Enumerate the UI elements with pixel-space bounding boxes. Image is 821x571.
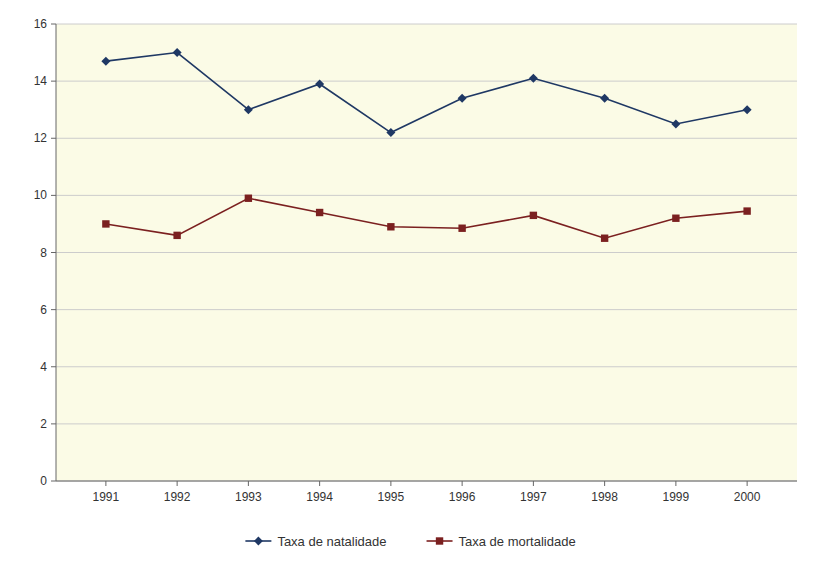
tick-mark: [51, 81, 56, 82]
tick-label: 2000: [734, 490, 761, 504]
y-axis: 0 2 4 6 8 10 12 14 16: [34, 17, 797, 488]
tick-mark: [604, 481, 605, 486]
point: [671, 119, 680, 128]
tick-label: 6: [40, 303, 47, 317]
point: [316, 209, 323, 216]
point: [458, 94, 467, 103]
legend: Taxa de natalidade Taxa de mortalidade: [245, 534, 575, 549]
tick-label: 14: [34, 74, 48, 88]
x-axis: 1991 1992 1993 1994 1995 1996 1997 1998 1999 2000: [93, 481, 761, 504]
tick-mark: [390, 481, 391, 486]
x-axis-line: [56, 481, 797, 482]
grid-line: [56, 81, 797, 82]
tick-label: 1998: [591, 490, 618, 504]
tick-label: 0: [40, 474, 47, 488]
grid-line: [56, 481, 797, 482]
point: [386, 128, 395, 137]
plot-background: [56, 24, 797, 481]
tick-label: 1992: [164, 490, 191, 504]
tick-label: 1995: [378, 490, 405, 504]
tick-label: 8: [40, 246, 47, 260]
chart-container: 0246810121416199119921993199419951996199…: [0, 0, 821, 571]
tick-label: 1996: [449, 490, 476, 504]
tick-label: 4: [40, 360, 47, 374]
point: [672, 215, 679, 222]
tick-mark: [177, 481, 178, 486]
tick-mark: [747, 481, 748, 486]
point: [244, 105, 253, 114]
series: [102, 195, 751, 242]
tick-mark: [533, 481, 534, 486]
point: [458, 225, 465, 232]
tick-mark: [462, 481, 463, 486]
tick-label: 10: [34, 188, 48, 202]
legend-marker: [436, 537, 443, 544]
point: [245, 195, 252, 202]
grid-line: [56, 366, 797, 367]
grid-line: [56, 24, 797, 25]
tick-label: 1994: [306, 490, 333, 504]
tick-mark: [51, 423, 56, 424]
tick-mark: [51, 195, 56, 196]
line: [106, 198, 747, 238]
point: [315, 79, 324, 88]
point: [530, 212, 537, 219]
legend-label: Taxa de natalidade: [277, 534, 386, 549]
tick-label: 1999: [663, 490, 690, 504]
tick-label: 1997: [520, 490, 547, 504]
tick-label: 2: [40, 417, 47, 431]
tick-mark: [51, 309, 56, 310]
y-axis-line: [56, 24, 57, 481]
tick-mark: [51, 138, 56, 139]
tick-mark: [51, 366, 56, 367]
grid-line: [56, 195, 797, 196]
point: [173, 48, 182, 57]
point: [387, 223, 394, 230]
tick-label: 12: [34, 131, 48, 145]
tick-mark: [105, 481, 106, 486]
point: [101, 57, 110, 66]
point: [743, 105, 752, 114]
tick-mark: [319, 481, 320, 486]
tick-mark: [51, 481, 56, 482]
legend-item: Taxa de natalidade: [245, 534, 386, 549]
grid-line: [56, 252, 797, 253]
tick-label: 1993: [235, 490, 262, 504]
series: [101, 48, 751, 137]
tick-mark: [675, 481, 676, 486]
point: [529, 74, 538, 83]
tick-mark: [248, 481, 249, 486]
tick-mark: [51, 24, 56, 25]
legend-item: Taxa de mortalidade: [427, 534, 576, 549]
plot-area: [101, 48, 751, 242]
point: [743, 207, 750, 214]
legend-label: Taxa de mortalidade: [459, 534, 576, 549]
point: [102, 220, 109, 227]
grid-line: [56, 309, 797, 310]
tick-label: 16: [34, 17, 48, 31]
tick-label: 1991: [93, 490, 120, 504]
line: [106, 53, 747, 133]
point: [173, 232, 180, 239]
grid-line: [56, 138, 797, 139]
point: [601, 235, 608, 242]
legend-marker: [254, 537, 263, 546]
chart: 0246810121416199119921993199419951996199…: [0, 0, 821, 571]
point: [600, 94, 609, 103]
grid-line: [56, 423, 797, 424]
tick-mark: [51, 252, 56, 253]
